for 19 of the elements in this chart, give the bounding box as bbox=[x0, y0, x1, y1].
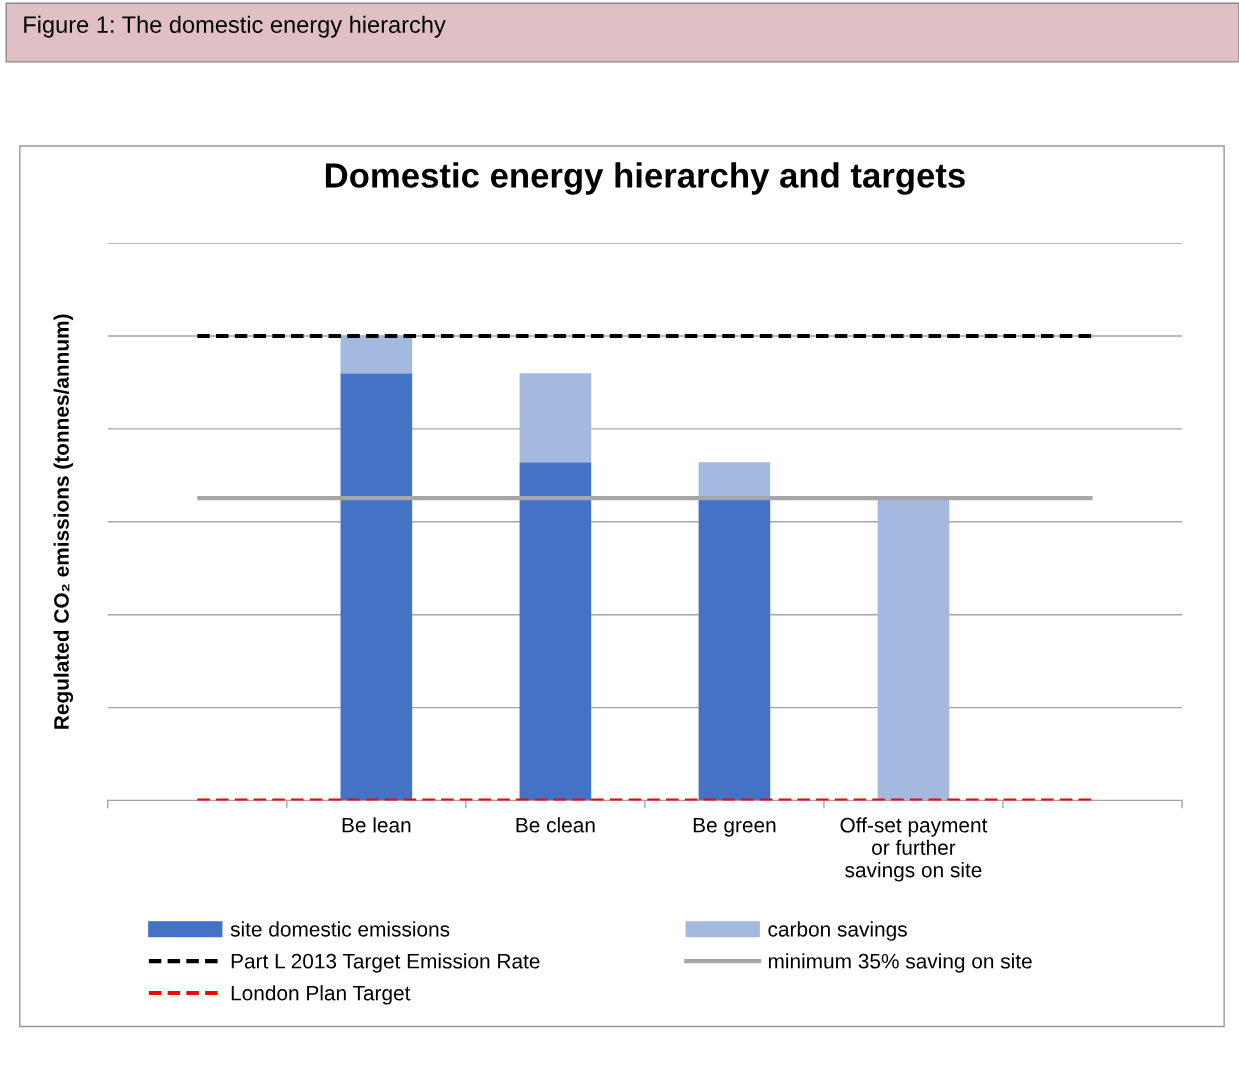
bar bbox=[519, 373, 592, 463]
y-axis-title: Regulated CO₂ emissions (tonnes/annum) bbox=[53, 314, 74, 729]
legend-label: site domestic emissions bbox=[230, 921, 450, 937]
x-tick-label: Be green bbox=[693, 818, 776, 837]
bar bbox=[877, 498, 950, 801]
legend-label: London Plan Target bbox=[231, 985, 411, 1005]
x-tick-label: Off-set payment or further savings on site bbox=[840, 817, 988, 882]
legend-label: Part L 2013 Target Emission Rate bbox=[231, 953, 540, 973]
bar bbox=[698, 498, 771, 801]
chart-title: Domestic energy hierarchy and targets bbox=[325, 162, 965, 195]
bar bbox=[698, 462, 771, 499]
bar bbox=[340, 373, 413, 801]
legend-label: carbon savings bbox=[768, 921, 907, 941]
legend-label: minimum 35% saving on site bbox=[768, 953, 1032, 973]
x-tick-label: Be lean bbox=[342, 817, 411, 833]
x-tick-label: Be clean bbox=[516, 817, 595, 833]
caption: Figure 1: The domestic energy hierarchy bbox=[24, 15, 446, 38]
bar bbox=[519, 462, 592, 801]
bar bbox=[340, 335, 413, 374]
